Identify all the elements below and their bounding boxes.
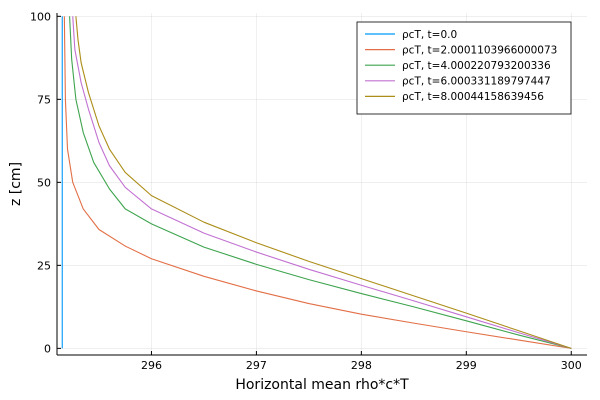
x-tick-label: 298: [351, 359, 372, 372]
legend-entry-label: ρcT, t=8.00044158639456: [402, 91, 544, 103]
series-lines: [61, 16, 572, 349]
y-tick-label: 25: [37, 259, 51, 272]
y-tick-label: 50: [37, 176, 51, 189]
y-axis-label: z [cm]: [8, 162, 24, 206]
x-tick-label: 297: [246, 359, 267, 372]
x-tick-label: 299: [456, 359, 477, 372]
axis-labels: Horizontal mean rho*c*T z [cm]: [8, 162, 409, 393]
legend-entry-label: ρcT, t=0.0: [402, 29, 457, 41]
legend-box: [356, 21, 572, 115]
series-line-1: [63, 16, 572, 349]
series-line-4: [75, 16, 572, 349]
axes: [56, 13, 587, 356]
legend-entry-label: ρcT, t=4.000220793200336: [402, 60, 551, 72]
x-tick-label: 300: [561, 359, 582, 372]
legend: ρcT, t=0.0 ρcT, t=2.0001103966000073 ρcT, …: [356, 21, 572, 115]
y-tick-label: 0: [44, 342, 51, 355]
x-tick-label: 296: [141, 359, 162, 372]
y-tick-label: 75: [37, 93, 51, 106]
legend-entry-label: ρcT, t=6.000331189797447: [402, 76, 551, 88]
legend-entry-label: ρcT, t=2.0001103966000073: [402, 44, 557, 56]
x-axis-label: Horizontal mean rho*c*T: [235, 377, 409, 393]
series-line-2: [69, 16, 572, 349]
series-line-3: [72, 16, 572, 349]
y-tick-label: 100: [30, 10, 51, 23]
tick-labels: 296 297 298 299 300 0 25 50 75 100: [30, 10, 582, 372]
